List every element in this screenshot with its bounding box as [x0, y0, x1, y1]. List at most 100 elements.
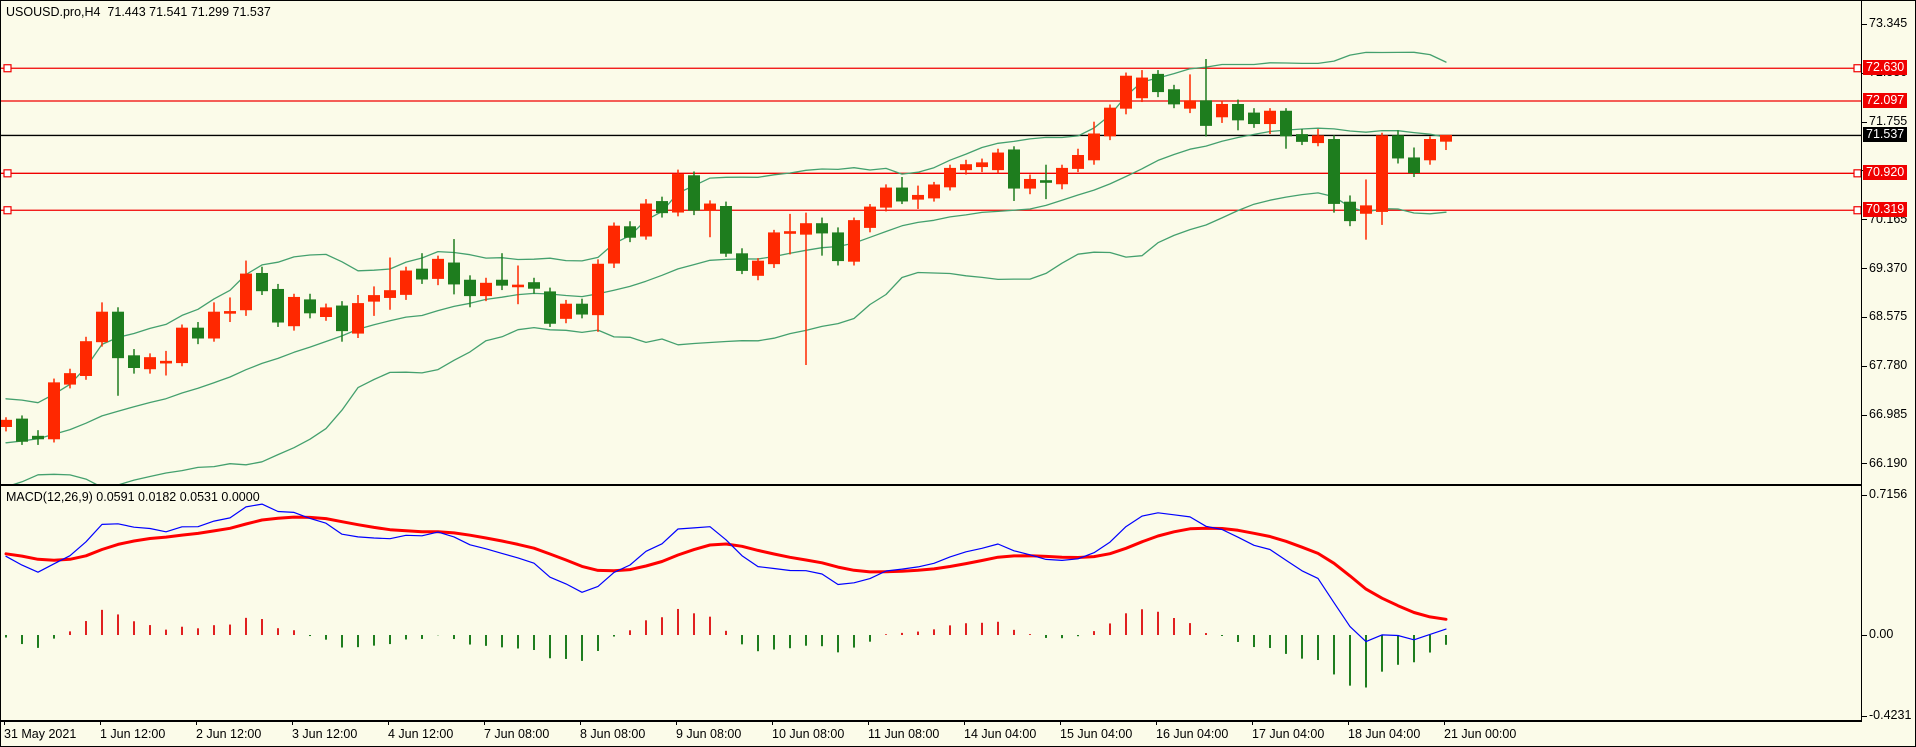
candle-body	[656, 201, 668, 214]
candle-body	[976, 162, 988, 168]
candle-body	[736, 253, 748, 271]
candle-body	[80, 341, 92, 376]
candle-body	[128, 355, 140, 368]
candle-body	[544, 291, 556, 324]
candle-body	[272, 288, 284, 323]
level-line-handle[interactable]	[1853, 169, 1861, 178]
level-line-handle[interactable]	[3, 64, 12, 73]
candle-body	[352, 303, 364, 334]
macd-canvas[interactable]	[1, 486, 1861, 720]
candle-body	[208, 311, 220, 339]
price-axis-label: 73.345	[1869, 16, 1908, 31]
level-line-handle[interactable]	[3, 206, 12, 215]
time-axis-tick	[964, 720, 965, 725]
time-axis-tick	[1348, 720, 1349, 725]
level-line-handle[interactable]	[3, 169, 12, 178]
level-line-handle[interactable]	[1853, 206, 1861, 215]
macd-axis-label: 0.7156	[1869, 487, 1908, 501]
price-axis-label: 66.985	[1869, 407, 1908, 422]
candle-body	[768, 232, 780, 265]
candle-body	[1408, 157, 1420, 174]
candle-body	[1312, 135, 1324, 144]
candle-body	[1024, 178, 1036, 189]
candle-body	[144, 357, 156, 370]
macd-axis-tick	[1862, 715, 1867, 717]
candle-body	[832, 232, 844, 262]
level-price-badge: 70.319	[1863, 202, 1908, 218]
horizontal-level-lines[interactable]	[1, 64, 1861, 215]
time-axis-label: 8 Jun 08:00	[580, 727, 646, 741]
candle-body	[1008, 149, 1020, 189]
time-axis-label: 15 Jun 04:00	[1060, 727, 1133, 741]
candle-body	[480, 282, 492, 297]
time-axis-label: 31 May 2021	[4, 727, 77, 741]
candle-body	[32, 435, 44, 440]
candle-body	[688, 175, 700, 211]
macd-indicator-pane[interactable]	[1, 486, 1861, 720]
price-chart-pane[interactable]: USOUSD.pro,H4 71.443 71.541 71.299 71.53…	[1, 1, 1861, 484]
candle-body	[1120, 75, 1132, 109]
candle-body	[512, 284, 524, 288]
time-axis-label: 3 Jun 12:00	[292, 727, 358, 741]
candle-body	[640, 203, 652, 237]
candle-body	[432, 258, 444, 279]
candle-body	[1232, 103, 1244, 121]
macd-axis-label: -0.4231	[1869, 708, 1912, 722]
macd-axis-tick	[1862, 494, 1867, 496]
candle-body	[560, 303, 572, 319]
time-axis-label: 2 Jun 12:00	[196, 727, 262, 741]
time-axis-label: 10 Jun 08:00	[772, 727, 845, 741]
candle-body	[720, 205, 732, 254]
candle-body	[1184, 100, 1196, 109]
bollinger-middle-band	[5, 127, 1447, 444]
time-axis-tick	[196, 720, 197, 725]
macd-indicator-label: MACD(12,26,9) 0.0591 0.0182 0.0531 0.000…	[6, 490, 260, 504]
candle-body	[320, 307, 332, 317]
pane-separator[interactable]	[1, 484, 1862, 486]
candle-body	[1152, 73, 1164, 93]
candle-body	[576, 303, 588, 315]
time-axis-label: 11 Jun 08:00	[868, 727, 940, 741]
price-axis[interactable]: 73.34572.55071.75570.96070.16569.37068.5…	[1862, 1, 1915, 746]
candle-body	[896, 187, 908, 202]
candle-body	[192, 327, 204, 339]
time-axis-tick	[292, 720, 293, 725]
candle-body	[1072, 154, 1084, 169]
candle-body	[592, 263, 604, 316]
time-axis-tick	[676, 720, 677, 725]
candle-body	[368, 295, 380, 302]
price-axis-tick	[1862, 23, 1867, 25]
candle-body	[784, 231, 796, 234]
candle-body	[1136, 77, 1148, 99]
candle-body	[1360, 205, 1372, 214]
price-chart-canvas[interactable]	[1, 1, 1861, 484]
price-axis-label: 66.190	[1869, 455, 1908, 470]
time-axis-label: 17 Jun 04:00	[1252, 727, 1325, 741]
candle-body	[704, 203, 716, 211]
level-line-handle[interactable]	[1853, 64, 1861, 73]
candle-body	[288, 296, 300, 327]
candlesticks	[1, 59, 1452, 445]
candle-body	[1168, 89, 1180, 105]
price-axis-tick	[1862, 463, 1867, 465]
time-axis-label: 4 Jun 12:00	[388, 727, 454, 741]
candle-body	[1280, 110, 1292, 137]
time-axis-label: 1 Jun 12:00	[100, 727, 166, 741]
macd-main-line	[5, 503, 1447, 643]
chart-title-ohlc: USOUSD.pro,H4 71.443 71.541 71.299 71.53…	[6, 5, 271, 19]
candle-body	[240, 273, 252, 311]
price-axis-tick	[1862, 365, 1867, 367]
time-axis[interactable]: 31 May 2021 1 Jun 12:00 2 Jun 12:00 3 Jun 1…	[1, 720, 1861, 746]
time-axis-tick	[1060, 720, 1061, 725]
time-axis-label: 16 Jun 04:00	[1156, 727, 1229, 741]
candle-body	[400, 270, 412, 295]
candle-body	[256, 272, 268, 292]
candle-body	[1440, 134, 1452, 142]
candle-body	[112, 311, 124, 359]
time-axis-tick	[1252, 720, 1253, 725]
macd-lines	[4, 503, 1448, 643]
candle-body	[16, 418, 28, 442]
time-axis-label: 18 Jun 04:00	[1348, 727, 1421, 741]
bollinger-lower-band	[12, 192, 1447, 484]
